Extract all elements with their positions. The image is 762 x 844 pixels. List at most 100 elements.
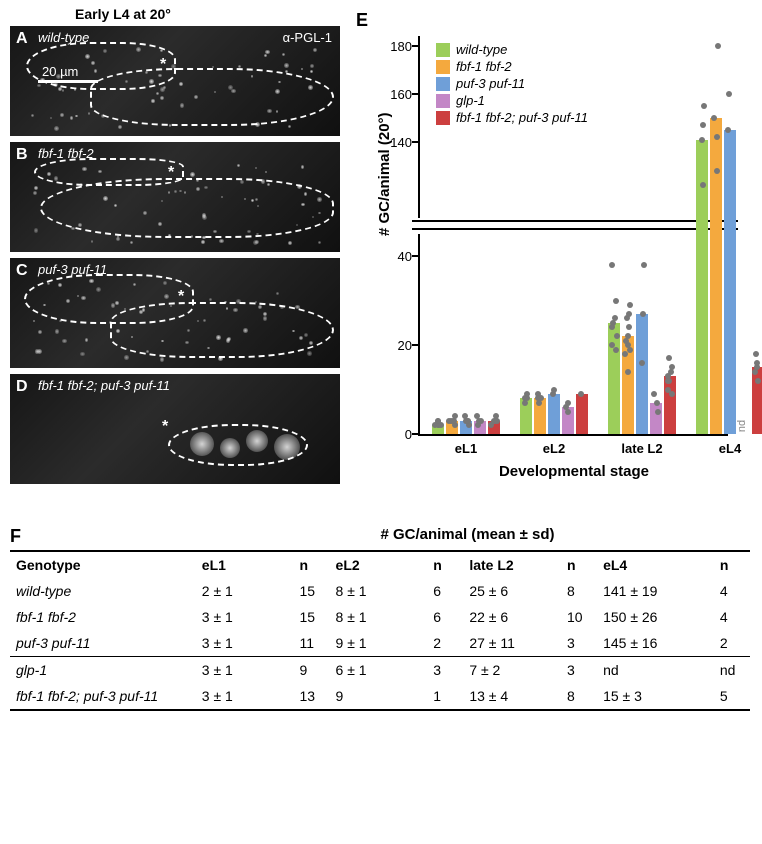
antibody-label: α-PGL-1 [283, 30, 332, 45]
table-col-header: eL1 [196, 551, 294, 578]
table-cell: 2 ± 1 [196, 578, 294, 604]
table-cell: 3 [561, 630, 597, 657]
legend-label: wild-type [456, 42, 507, 57]
x-tick-label: eL4 [696, 441, 762, 456]
table-genotype: glp-1 [10, 657, 196, 684]
x-tick-label: late L2 [608, 441, 676, 456]
micrograph-c: Cpuf-3 puf-11* [10, 258, 340, 368]
table-cell: 9 [330, 683, 428, 710]
table-cell: 141 ± 19 [597, 578, 714, 604]
panel-letter: B [16, 146, 28, 164]
data-point [641, 262, 647, 268]
data-point [726, 91, 732, 97]
data-point [665, 378, 671, 384]
table-cell: 145 ± 16 [597, 630, 714, 657]
bar [608, 323, 620, 434]
data-point [655, 409, 661, 415]
legend-swatch [436, 43, 450, 57]
micrograph-a: Awild-typeα-PGL-120 µm* [10, 26, 340, 136]
data-point [627, 347, 633, 353]
table-cell: 1 [427, 683, 463, 710]
table-cell: 2 [427, 630, 463, 657]
table-cell: 9 [293, 657, 329, 684]
data-point [699, 137, 705, 143]
gonad-outline [168, 424, 308, 466]
table-col-header: late L2 [463, 551, 561, 578]
data-point [612, 315, 618, 321]
bar [548, 394, 560, 434]
x-tick-label: eL2 [520, 441, 588, 456]
chart-panel: E # GC/animal (20°) Developmental stage … [360, 16, 750, 496]
table-cell: 4 [714, 578, 750, 604]
panel-genotype: fbf-1 fbf-2; puf-3 puf-11 [38, 378, 170, 393]
chart-legend: wild-type fbf-1 fbf-2 puf-3 puf-11 glp-1 fbf… [436, 42, 636, 127]
table-cell: 3 ± 1 [196, 630, 294, 657]
data-point [701, 103, 707, 109]
legend-label: glp-1 [456, 93, 485, 108]
table-cell: 6 [427, 604, 463, 630]
table-cell: 13 ± 4 [463, 683, 561, 710]
data-point [494, 418, 500, 424]
gonad-outline [110, 302, 334, 358]
data-point [640, 311, 646, 317]
y-tick-label: 160 [372, 87, 412, 102]
table-cell: 3 ± 1 [196, 604, 294, 630]
panel-letter: C [16, 262, 28, 280]
micrograph-d: Dfbf-1 fbf-2; puf-3 puf-11 * [10, 374, 340, 484]
chart-y-axis-label: # GC/animal (20°) [376, 112, 393, 236]
table-col-header: n [427, 551, 463, 578]
bar [710, 118, 722, 434]
table-cell: nd [714, 657, 750, 684]
table-cell: 8 ± 1 [330, 604, 428, 630]
table-cell: 8 ± 1 [330, 578, 428, 604]
distal-tip-asterisk: * [168, 164, 174, 182]
table-cell: 15 [293, 578, 329, 604]
gonad-outline [40, 178, 334, 238]
table-cell: 3 ± 1 [196, 657, 294, 684]
legend-entry: puf-3 puf-11 [436, 76, 636, 91]
y-tick-label: 140 [372, 135, 412, 150]
table-col-header: Genotype [10, 551, 196, 578]
panel-letter-e: E [356, 10, 368, 31]
data-point [565, 400, 571, 406]
table-cell: 22 ± 6 [463, 604, 561, 630]
data-point [626, 311, 632, 317]
data-point [613, 347, 619, 353]
table-genotype: fbf-1 fbf-2; puf-3 puf-11 [10, 683, 196, 710]
data-table: GenotypeeL1neL2nlate L2neL4nwild-type2 ±… [10, 550, 750, 711]
data-point [613, 298, 619, 304]
data-point [651, 391, 657, 397]
data-point [452, 413, 458, 419]
panel-letter: D [16, 378, 28, 396]
legend-swatch [436, 111, 450, 125]
y-tick-label: 180 [372, 39, 412, 54]
table-col-header: n [561, 551, 597, 578]
data-point [711, 115, 717, 121]
data-point [668, 369, 674, 375]
table-cell: 9 ± 1 [330, 630, 428, 657]
table-cell: 15 ± 3 [597, 683, 714, 710]
bar [636, 314, 648, 434]
legend-swatch [436, 60, 450, 74]
distal-tip-asterisk: * [162, 418, 168, 436]
data-point [715, 43, 721, 49]
table-genotype: puf-3 puf-11 [10, 630, 196, 657]
distal-tip-asterisk: * [160, 56, 166, 74]
data-point [623, 338, 629, 344]
table-cell: 3 [427, 657, 463, 684]
legend-label: fbf-1 fbf-2 [456, 59, 512, 74]
distal-tip-asterisk: * [178, 288, 184, 306]
data-point [551, 387, 557, 393]
data-point [754, 360, 760, 366]
data-point [627, 302, 633, 308]
data-point [609, 262, 615, 268]
table-cell: 150 ± 26 [597, 604, 714, 630]
table-cell: 8 [561, 683, 597, 710]
data-point [700, 122, 706, 128]
legend-label: fbf-1 fbf-2; puf-3 puf-11 [456, 110, 588, 125]
y-tick-label: 20 [372, 338, 412, 353]
nd-marker: nd [736, 420, 748, 432]
table-col-header: n [714, 551, 750, 578]
table-cell: 2 [714, 630, 750, 657]
table-cell: 3 ± 1 [196, 683, 294, 710]
